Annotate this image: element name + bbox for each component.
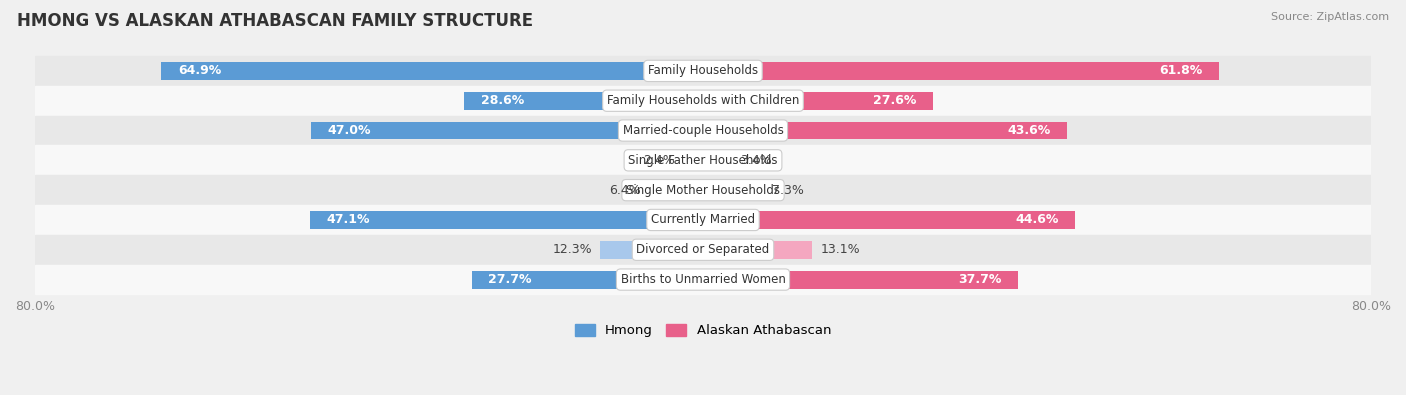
Bar — [35, 235, 1371, 265]
Bar — [35, 145, 1371, 175]
Text: 27.7%: 27.7% — [488, 273, 531, 286]
Bar — [650, 181, 703, 199]
Text: Married-couple Households: Married-couple Households — [623, 124, 783, 137]
Bar — [35, 56, 1371, 86]
Text: HMONG VS ALASKAN ATHABASCAN FAMILY STRUCTURE: HMONG VS ALASKAN ATHABASCAN FAMILY STRUC… — [17, 12, 533, 30]
Bar — [703, 181, 763, 199]
Text: Family Households: Family Households — [648, 64, 758, 77]
Text: Single Father Households: Single Father Households — [628, 154, 778, 167]
Text: Family Households with Children: Family Households with Children — [607, 94, 799, 107]
Text: 47.1%: 47.1% — [326, 213, 370, 226]
Bar — [311, 122, 703, 139]
Bar — [703, 122, 1067, 139]
Text: 43.6%: 43.6% — [1007, 124, 1050, 137]
Text: 13.1%: 13.1% — [821, 243, 860, 256]
Text: Divorced or Separated: Divorced or Separated — [637, 243, 769, 256]
Bar — [683, 151, 703, 169]
Bar — [703, 271, 1018, 288]
Text: 44.6%: 44.6% — [1015, 213, 1059, 226]
Text: Source: ZipAtlas.com: Source: ZipAtlas.com — [1271, 12, 1389, 22]
Bar — [35, 116, 1371, 145]
Bar — [35, 205, 1371, 235]
Text: 37.7%: 37.7% — [957, 273, 1001, 286]
Text: 3.4%: 3.4% — [740, 154, 772, 167]
Bar — [703, 211, 1076, 229]
Bar — [703, 92, 934, 110]
Bar — [162, 62, 703, 80]
Text: Births to Unmarried Women: Births to Unmarried Women — [620, 273, 786, 286]
Bar — [464, 92, 703, 110]
Text: 61.8%: 61.8% — [1159, 64, 1202, 77]
Text: 2.4%: 2.4% — [643, 154, 675, 167]
Bar — [703, 62, 1219, 80]
Text: 27.6%: 27.6% — [873, 94, 917, 107]
Bar — [600, 241, 703, 259]
Text: Single Mother Households: Single Mother Households — [626, 184, 780, 197]
Bar — [703, 241, 813, 259]
Bar — [35, 86, 1371, 116]
Legend: Hmong, Alaskan Athabascan: Hmong, Alaskan Athabascan — [569, 318, 837, 342]
Bar — [309, 211, 703, 229]
Text: 7.3%: 7.3% — [772, 184, 804, 197]
Text: 28.6%: 28.6% — [481, 94, 524, 107]
Text: 47.0%: 47.0% — [328, 124, 371, 137]
Bar — [703, 151, 731, 169]
Bar — [35, 175, 1371, 205]
Bar — [35, 265, 1371, 295]
Text: 6.4%: 6.4% — [609, 184, 641, 197]
Text: 12.3%: 12.3% — [553, 243, 592, 256]
Text: 64.9%: 64.9% — [177, 64, 221, 77]
Bar — [471, 271, 703, 288]
Text: Currently Married: Currently Married — [651, 213, 755, 226]
